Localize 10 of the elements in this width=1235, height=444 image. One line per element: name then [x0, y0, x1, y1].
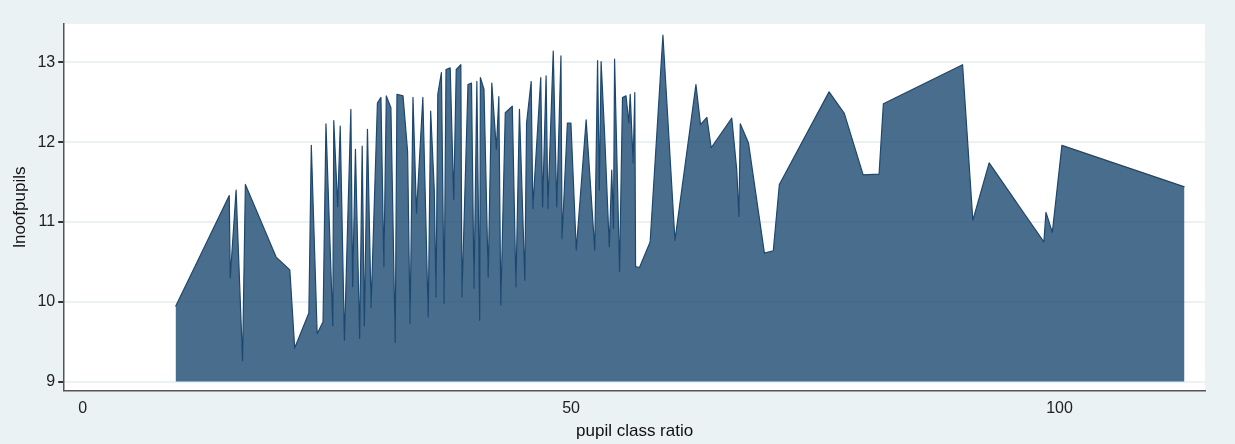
x-tick-label: 100: [1046, 399, 1073, 417]
y-tick-label: 11: [38, 212, 56, 230]
y-tick-label: 12: [37, 132, 56, 150]
x-tick-label: 50: [562, 399, 581, 417]
y-tick-label: 9: [46, 372, 56, 390]
y-tick-label: 13: [37, 52, 56, 70]
y-axis-title: lnoofpupils: [9, 166, 29, 248]
x-axis-title: pupil class ratio: [576, 421, 694, 441]
y-tick-label: 10: [37, 292, 56, 310]
x-tick-label: 0: [78, 399, 88, 417]
